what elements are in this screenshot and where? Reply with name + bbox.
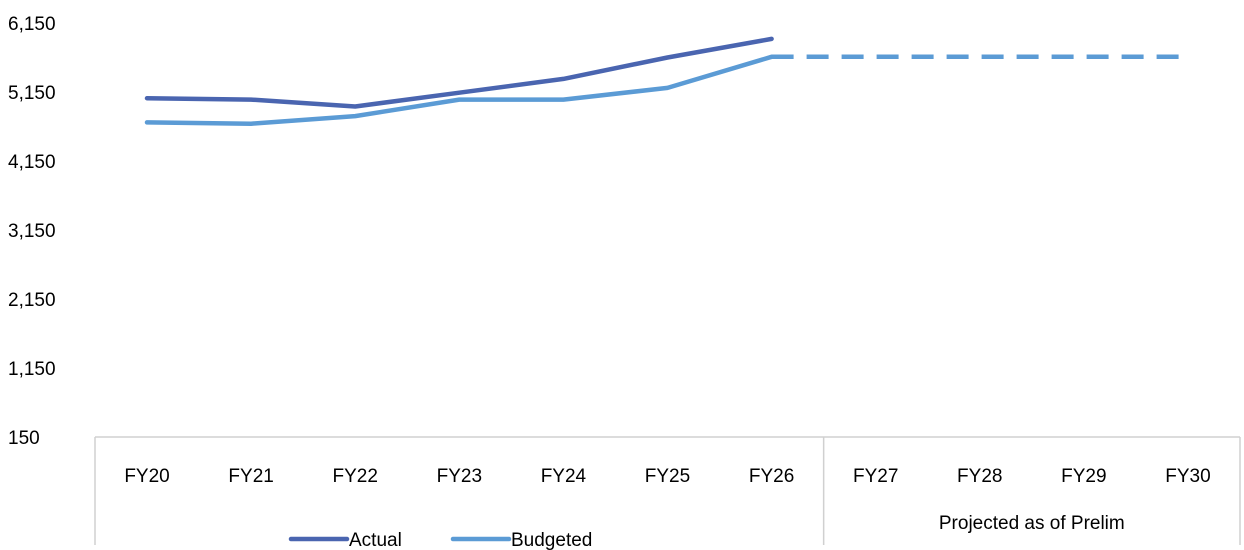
series-layer	[147, 39, 1188, 124]
x-tick-label: FY24	[541, 466, 587, 487]
legend-label: Actual	[349, 530, 402, 550]
x-tick-label: FY23	[437, 466, 482, 487]
y-tick-label: 3,150	[8, 221, 56, 242]
x-tick-label: FY22	[333, 466, 378, 487]
y-tick-label: 6,150	[8, 14, 56, 35]
x-tick-label: FY30	[1165, 466, 1210, 487]
x-tick-label: FY29	[1061, 466, 1106, 487]
x-tick-label: FY26	[749, 466, 794, 487]
x-tick-label: FY21	[228, 466, 273, 487]
x-tick-label: FY20	[124, 466, 169, 487]
y-tick-label: 5,150	[8, 83, 56, 104]
budgeted-series-line	[147, 57, 772, 124]
x-tick-label: FY28	[957, 466, 1002, 487]
y-tick-label: 4,150	[8, 152, 56, 173]
label-layer: 6,150 5,150 4,150 3,150 2,150 1,150 150 FY20 FY2…	[8, 14, 1211, 534]
group-label: Projected as of Prelim	[939, 513, 1125, 534]
legend-label: Budgeted	[511, 530, 592, 550]
x-tick-label: FY25	[645, 466, 690, 487]
legend: Actual Budgeted	[291, 530, 592, 550]
y-tick-label: 1,150	[8, 359, 56, 380]
actual-series-line	[147, 39, 772, 107]
y-tick-label: 150	[8, 428, 40, 449]
x-tick-label: FY27	[853, 466, 898, 487]
y-tick-label: 2,150	[8, 290, 56, 311]
